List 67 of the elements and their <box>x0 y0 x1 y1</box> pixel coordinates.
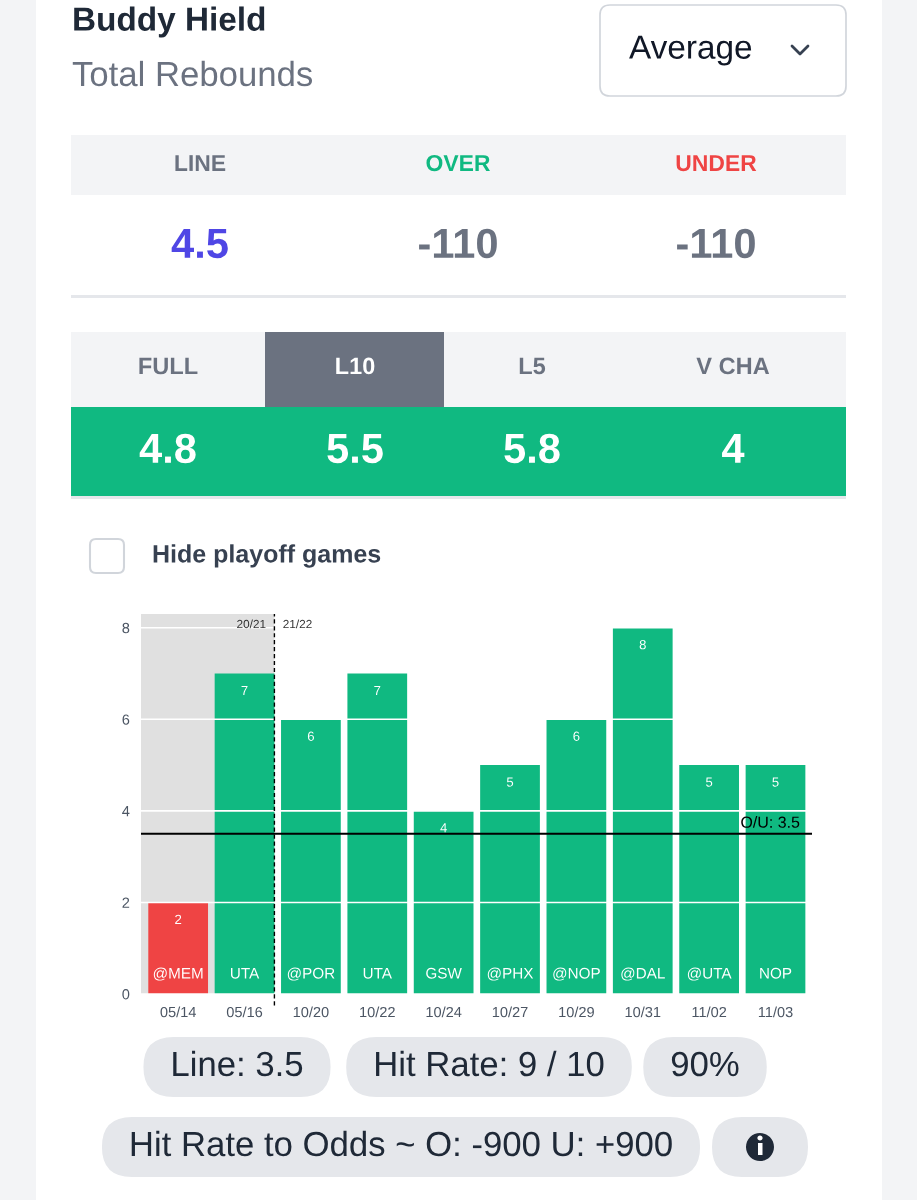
x-tick-label: 10/27 <box>492 1006 528 1018</box>
text: Line: 3.5 <box>173 1050 303 1077</box>
x-tick-label: 10/20 <box>293 1006 329 1018</box>
bar <box>281 719 341 994</box>
x-tick-label: 10/24 <box>426 1006 462 1018</box>
bar <box>546 719 607 994</box>
annotation: @PHX <box>487 967 534 981</box>
bar <box>347 673 408 994</box>
bar <box>413 810 474 994</box>
annotation: NOP <box>760 967 792 979</box>
data-label: 7 <box>374 685 381 695</box>
text: Average <box>629 35 752 66</box>
bar <box>612 627 673 994</box>
text: FULL <box>139 357 198 375</box>
annotation: @POR <box>287 967 335 981</box>
text: Hit Rate: 9 / 10 <box>376 1050 604 1077</box>
y-tick-label: 8 <box>122 622 130 634</box>
data-label: 2 <box>175 914 182 924</box>
text: L10 <box>336 357 375 375</box>
bar <box>480 765 540 994</box>
text: 5.5 <box>327 434 383 464</box>
text: 4 <box>722 434 745 463</box>
y-tick-label: 0 <box>122 989 130 1000</box>
data-label: 7 <box>241 685 248 695</box>
text: 90% <box>671 1051 739 1077</box>
text: Hide playoff games <box>153 544 381 568</box>
text: UNDER <box>676 155 757 172</box>
text: 5.8 <box>504 433 560 464</box>
data-label: 4 <box>440 823 447 833</box>
data-label: 6 <box>307 731 314 741</box>
annotation: UTA <box>363 968 392 979</box>
x-tick-label: 05/16 <box>226 1006 263 1018</box>
annotation: @NOP <box>553 967 600 981</box>
annotation: GSW <box>426 967 462 979</box>
x-tick-label: 10/22 <box>360 1006 395 1018</box>
text: L5 <box>519 357 546 375</box>
y-tick-label: 6 <box>122 714 130 725</box>
text: -110 <box>677 228 755 259</box>
bar <box>148 902 209 994</box>
text: LINE <box>175 155 226 171</box>
data-label: 5 <box>705 777 713 787</box>
x-tick-label: 10/29 <box>559 1006 594 1018</box>
annotation: UTA <box>231 968 260 979</box>
text: OVER <box>426 154 490 172</box>
text: Total Rebounds <box>72 60 313 87</box>
x-tick-label: 11/03 <box>758 1006 793 1018</box>
x-tick-label: 10/31 <box>625 1006 661 1018</box>
ref-line-label: 21/22 <box>283 619 312 629</box>
data-label: 6 <box>573 731 580 741</box>
y-tick-label: 4 <box>122 806 130 817</box>
data-label: 5 <box>772 777 779 787</box>
text: 4.5 <box>171 229 228 259</box>
bar <box>679 765 739 994</box>
data-label: 5 <box>506 777 514 787</box>
y-tick-label: 2 <box>122 897 130 908</box>
text: V CHA <box>696 357 770 375</box>
annotation: @DAL <box>621 967 665 981</box>
text: Hit Rate to Odds ~ O: -900 U: +900 <box>131 1130 672 1157</box>
data-label: 8 <box>639 639 646 650</box>
text: -110 <box>419 228 497 259</box>
x-tick-label: 05/14 <box>160 1006 196 1018</box>
band-label: 20/21 <box>237 619 266 629</box>
text: 4.8 <box>139 433 196 464</box>
text: Buddy Hield <box>74 6 265 38</box>
annotation: @MEM <box>153 967 203 981</box>
x-tick-label: 11/02 <box>692 1006 727 1018</box>
annotation: @UTA <box>687 967 732 981</box>
